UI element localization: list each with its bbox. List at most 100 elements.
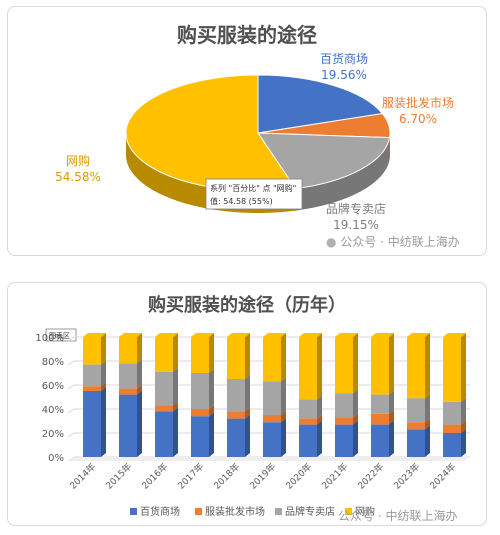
watermark-text: 公众号 · 中纺联上海办 bbox=[340, 235, 460, 249]
bar-chart-title: 购买服装的途径（历年） bbox=[148, 295, 346, 316]
bar-top-10 bbox=[443, 333, 466, 337]
bar-side-1-2 bbox=[137, 359, 142, 389]
bar-top-2 bbox=[155, 333, 178, 337]
bar-4-2 bbox=[227, 379, 245, 412]
wechat-icon: ● bbox=[326, 235, 337, 249]
bar-8-1 bbox=[371, 413, 389, 425]
pie-tooltip-line2: 值: 54.58 (55%) bbox=[210, 196, 273, 206]
gridline-depth-1 bbox=[67, 432, 75, 438]
bar-side-6-0 bbox=[317, 420, 322, 457]
bar-side-5-2 bbox=[281, 377, 286, 415]
bar-side-4-2 bbox=[245, 375, 250, 412]
pie-tooltip-line1: 系列 "百分比" 点 "网购" bbox=[210, 183, 296, 193]
y-tick-label-2: 40% bbox=[42, 405, 64, 416]
bar-side-0-0 bbox=[101, 387, 106, 457]
watermark-bottom: 公众号 · 中纺联上海办 bbox=[338, 507, 457, 524]
bar-3-0 bbox=[191, 416, 209, 457]
bar-side-6-2 bbox=[317, 395, 322, 419]
pie-label-name-3: 网购 bbox=[66, 153, 90, 168]
bar-10-1 bbox=[443, 424, 461, 433]
pie-label-name-2: 品牌专卖店 bbox=[326, 201, 386, 216]
bar-2-3 bbox=[155, 337, 173, 372]
bar-chart-panel: 购买服装的途径（历年） 图表区 0% 20% 40% 60% 80% 100% 2014年 20… bbox=[7, 282, 487, 526]
bar-side-6-1 bbox=[317, 414, 322, 425]
y-tick-label-4: 80% bbox=[42, 357, 64, 368]
chart-area-tag: 图表区 bbox=[45, 328, 77, 342]
pie-chart-panel: 购买服装的途径 百货商场 19.56% 服装批发市场 6.70% 品牌专卖店 19.15%… bbox=[7, 6, 487, 256]
bar-8-3 bbox=[371, 337, 389, 395]
stacked-bar-chart[interactable]: 图表区 0% 20% 40% 60% 80% 100% 2014年 2015年 2016年 2017… bbox=[8, 283, 488, 527]
gridline-depth-3 bbox=[67, 384, 75, 390]
bar-side-3-0 bbox=[209, 412, 214, 457]
bar-9-2 bbox=[407, 398, 425, 423]
bar-1-3 bbox=[119, 337, 137, 364]
bar-9-3 bbox=[407, 337, 425, 399]
bar-top-5 bbox=[263, 333, 286, 337]
bar-top-4 bbox=[227, 333, 250, 337]
bar-6-3 bbox=[299, 337, 317, 400]
bar-side-0-3 bbox=[101, 333, 106, 365]
pie-tooltip: 系列 "百分比" 点 "网购" 值: 54.58 (55%) bbox=[205, 178, 303, 210]
bar-side-0-1 bbox=[101, 382, 106, 391]
bar-6-2 bbox=[299, 399, 317, 419]
bar-0-0 bbox=[83, 391, 101, 457]
bar-side-0-2 bbox=[101, 360, 106, 387]
x-tick-label-2: 2016年 bbox=[139, 461, 170, 492]
bar-3-2 bbox=[191, 373, 209, 409]
bar-5-1 bbox=[263, 415, 281, 423]
bar-0-2 bbox=[83, 364, 101, 387]
bar-side-3-2 bbox=[209, 369, 214, 409]
pie-label-value-0: 19.56% bbox=[321, 68, 367, 82]
bar-side-4-0 bbox=[245, 414, 250, 457]
watermark: ● 公众号 · 中纺联上海办 bbox=[326, 233, 460, 250]
bar-side-9-3 bbox=[425, 333, 430, 399]
bar-10-2 bbox=[443, 401, 461, 425]
pie-label-value-1: 6.70% bbox=[399, 112, 437, 126]
bar-side-10-2 bbox=[461, 397, 466, 425]
pie-slice-side-2 bbox=[295, 137, 390, 211]
bar-side-6-3 bbox=[317, 333, 322, 400]
pie-slice-0 bbox=[257, 74, 384, 134]
bar-side-5-1 bbox=[281, 411, 286, 423]
x-tick-label-5: 2019年 bbox=[247, 461, 278, 492]
pie-slice-2 bbox=[257, 132, 391, 190]
bar-1-1 bbox=[119, 388, 137, 395]
bar-10-0 bbox=[443, 433, 461, 457]
bar-side-8-2 bbox=[389, 390, 394, 414]
bar-side-4-1 bbox=[245, 407, 250, 419]
chart-area-tag-text: 图表区 bbox=[49, 331, 70, 340]
chart-area-tag-box bbox=[45, 328, 77, 342]
pie-chart[interactable]: 百货商场 19.56% 服装批发市场 6.70% 品牌专卖店 19.15% 网购 54.58%… bbox=[8, 7, 488, 257]
legend-swatch-3 bbox=[345, 508, 352, 515]
bar-top-1 bbox=[119, 333, 142, 337]
y-tick-label-0: 0% bbox=[48, 453, 64, 464]
x-tick-label-8: 2022年 bbox=[355, 461, 386, 492]
bar-side-1-0 bbox=[137, 390, 142, 457]
bar-side-2-0 bbox=[173, 407, 178, 457]
bar-side-10-0 bbox=[461, 429, 466, 457]
bar-7-0 bbox=[335, 424, 353, 457]
bar-side-1-3 bbox=[137, 333, 142, 364]
bar-9-1 bbox=[407, 422, 425, 430]
legend-swatch-0 bbox=[130, 508, 137, 515]
x-tick-label-7: 2021年 bbox=[319, 461, 350, 492]
bar-2-2 bbox=[155, 371, 173, 406]
y-tick-label-3: 60% bbox=[42, 381, 64, 392]
y-tick-labels: 0% 20% 40% 60% 80% 100% bbox=[35, 333, 64, 464]
bar-side-2-2 bbox=[173, 367, 178, 406]
bar-side-8-0 bbox=[389, 420, 394, 457]
bar-side-2-3 bbox=[173, 333, 178, 372]
legend-label-3: 网购 bbox=[355, 505, 375, 518]
legend-swatch-2 bbox=[275, 508, 282, 515]
pie-tooltip-box bbox=[205, 178, 303, 210]
x-tick-label-3: 2017年 bbox=[175, 461, 206, 492]
bar-6-0 bbox=[299, 424, 317, 457]
legend-label-0: 百货商场 bbox=[140, 505, 180, 518]
x-tick-label-9: 2023年 bbox=[391, 461, 422, 492]
pie-slices bbox=[125, 74, 391, 192]
bar-5-2 bbox=[263, 381, 281, 415]
gridline-depth-5 bbox=[67, 336, 75, 342]
bar-0-3 bbox=[83, 337, 101, 365]
bar-2-0 bbox=[155, 411, 173, 457]
bar-5-0 bbox=[263, 422, 281, 457]
